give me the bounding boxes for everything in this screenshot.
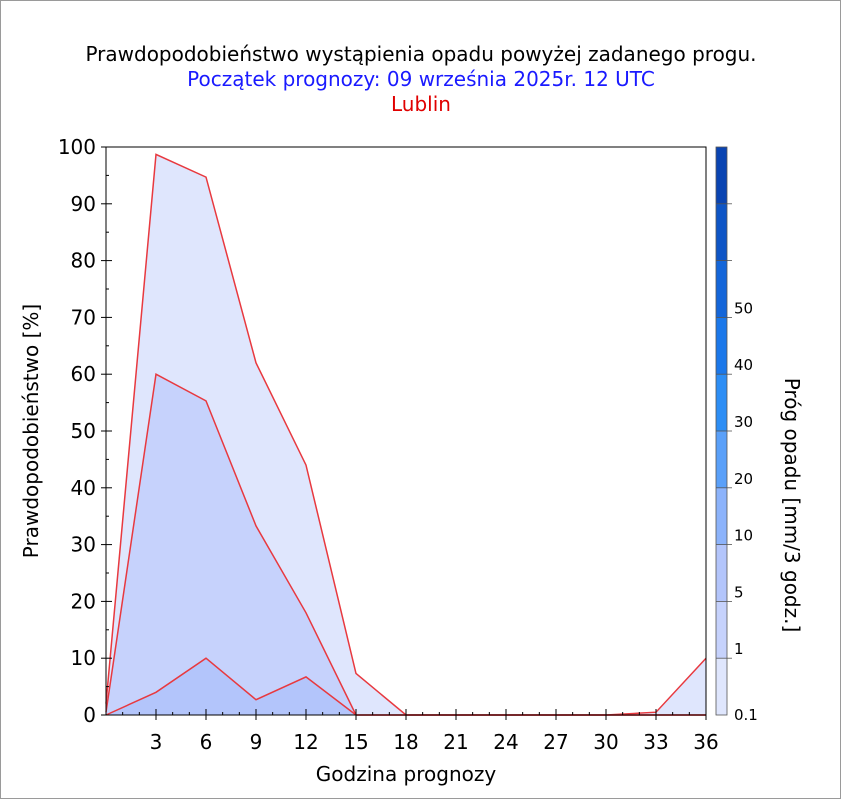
- x-tick-label: 18: [393, 730, 418, 754]
- x-tick-label: 15: [343, 730, 368, 754]
- x-tick-label: 9: [250, 730, 263, 754]
- y-axis-label: Prawdopodobieństwo [%]: [19, 304, 43, 558]
- x-axis: 3 6 9 12 15 18 21 24 27 30 33 36: [122, 709, 719, 754]
- colorbar-tick-label: 0.1: [734, 706, 758, 724]
- chart-subtitle: Początek prognozy: 09 września 2025r. 12…: [187, 67, 655, 91]
- colorbar-segment: [716, 487, 727, 545]
- colorbar-segment: [716, 658, 727, 715]
- y-tick-label: 0: [83, 703, 96, 727]
- colorbar-tick-label: 20: [734, 470, 753, 488]
- x-tick-label: 27: [543, 730, 568, 754]
- chart-location: Lublin: [391, 92, 451, 116]
- y-tick-label: 40: [71, 476, 96, 500]
- x-tick-label: 12: [293, 730, 318, 754]
- x-axis-label: Godzina prognozy: [316, 762, 497, 786]
- colorbar: 0.1 1 5 10 20 30 40 50: [715, 146, 758, 724]
- y-tick-label: 10: [71, 646, 96, 670]
- colorbar-border: [715, 146, 728, 716]
- y-tick-label: 50: [71, 419, 96, 443]
- colorbar-tick-label: 50: [734, 299, 753, 317]
- x-tick-label: 6: [200, 730, 213, 754]
- y-tick-label: 30: [71, 533, 96, 557]
- y-axis: 0 10 20 30 40 50 60 70 80 90 100: [58, 135, 112, 727]
- colorbar-segment: [716, 431, 727, 488]
- colorbar-tick-label: 1: [734, 640, 744, 658]
- y-tick-label: 60: [71, 362, 96, 386]
- threshold-areas: [106, 154, 706, 715]
- colorbar-tick-label: 40: [734, 356, 753, 374]
- colorbar-tick-label: 5: [734, 583, 744, 601]
- x-tick-label: 33: [643, 730, 668, 754]
- colorbar-segment: [716, 203, 727, 261]
- chart-title: Prawdopodobieństwo wystąpienia opadu pow…: [85, 42, 757, 66]
- colorbar-segment: [716, 147, 727, 204]
- x-tick-label: 30: [593, 730, 618, 754]
- y-tick-label: 70: [71, 305, 96, 329]
- area-threshold-5: [106, 658, 706, 715]
- colorbar-segment: [716, 544, 727, 602]
- colorbar-segment: [716, 601, 727, 659]
- y-tick-label: 80: [71, 249, 96, 273]
- x-tick-label: 36: [693, 730, 718, 754]
- area-threshold-1: [106, 374, 706, 715]
- colorbar-tick-label: 10: [734, 527, 753, 545]
- colorbar-segment: [716, 317, 727, 375]
- y-tick-label: 90: [71, 192, 96, 216]
- colorbar-segment: [716, 260, 727, 318]
- colorbar-label: Próg opadu [mm/3 godz.]: [780, 378, 804, 633]
- x-tick-label: 3: [150, 730, 163, 754]
- x-tick-label: 21: [443, 730, 468, 754]
- colorbar-tick-label: 30: [734, 413, 753, 431]
- colorbar-segment: [716, 374, 727, 431]
- y-tick-label: 20: [71, 589, 96, 613]
- y-tick-label: 100: [58, 135, 96, 159]
- x-tick-label: 24: [493, 730, 518, 754]
